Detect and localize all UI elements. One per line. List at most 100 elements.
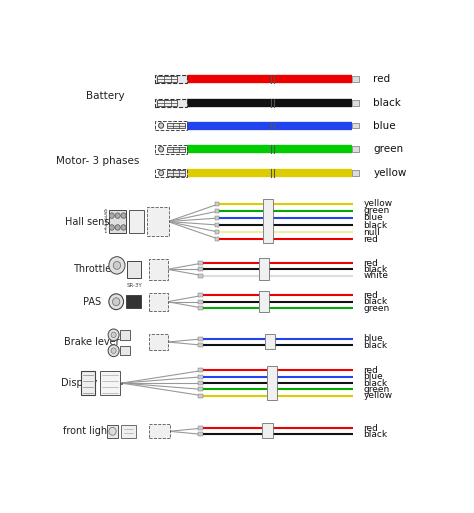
Text: green: green bbox=[364, 385, 390, 394]
FancyBboxPatch shape bbox=[155, 75, 187, 83]
Text: white: white bbox=[364, 271, 388, 280]
Bar bbox=[198, 381, 202, 385]
Bar bbox=[259, 258, 269, 280]
Circle shape bbox=[115, 213, 120, 219]
FancyBboxPatch shape bbox=[155, 99, 187, 107]
Text: red: red bbox=[364, 366, 378, 375]
Text: red: red bbox=[364, 291, 378, 300]
Bar bbox=[198, 375, 202, 379]
Bar bbox=[259, 291, 269, 312]
Bar bbox=[100, 371, 120, 395]
Text: black: black bbox=[364, 221, 388, 230]
Text: blue: blue bbox=[374, 121, 396, 130]
FancyBboxPatch shape bbox=[148, 259, 168, 280]
Text: 2: 2 bbox=[103, 225, 107, 230]
Text: front light: front light bbox=[63, 426, 111, 436]
Bar bbox=[198, 293, 202, 298]
Bar bbox=[352, 170, 359, 176]
Text: 5: 5 bbox=[103, 213, 107, 218]
Circle shape bbox=[108, 345, 119, 357]
Text: green: green bbox=[364, 304, 390, 312]
Bar bbox=[120, 346, 130, 356]
Circle shape bbox=[159, 147, 164, 152]
Circle shape bbox=[111, 348, 116, 353]
Bar bbox=[198, 267, 202, 271]
Circle shape bbox=[109, 427, 116, 435]
Text: 4: 4 bbox=[103, 217, 107, 222]
Bar bbox=[267, 366, 277, 400]
Text: Throttle: Throttle bbox=[73, 264, 111, 274]
Bar bbox=[198, 261, 202, 265]
Bar bbox=[82, 371, 95, 395]
Bar bbox=[215, 230, 219, 234]
Text: black: black bbox=[374, 98, 401, 108]
Bar bbox=[198, 394, 202, 398]
Bar bbox=[215, 216, 219, 220]
Bar bbox=[215, 238, 219, 241]
Bar bbox=[198, 368, 202, 372]
Bar bbox=[215, 209, 219, 213]
Bar bbox=[198, 300, 202, 304]
Text: black: black bbox=[364, 430, 388, 439]
Bar bbox=[198, 432, 202, 437]
FancyBboxPatch shape bbox=[121, 382, 122, 384]
Circle shape bbox=[115, 225, 120, 230]
Bar bbox=[121, 425, 136, 438]
Bar bbox=[198, 343, 202, 347]
Bar bbox=[265, 334, 275, 349]
Bar bbox=[198, 387, 202, 391]
Text: SR-3Y: SR-3Y bbox=[126, 283, 142, 288]
Circle shape bbox=[109, 225, 114, 230]
Bar bbox=[263, 199, 273, 243]
Bar bbox=[157, 100, 177, 106]
Text: red: red bbox=[364, 424, 378, 432]
Bar bbox=[198, 337, 202, 341]
Circle shape bbox=[109, 294, 124, 310]
FancyBboxPatch shape bbox=[148, 334, 168, 350]
Text: green: green bbox=[374, 144, 403, 154]
Text: Display: Display bbox=[61, 378, 98, 388]
Bar bbox=[167, 123, 184, 128]
Circle shape bbox=[109, 256, 125, 274]
Bar bbox=[352, 100, 359, 106]
Text: Motor- 3 phases: Motor- 3 phases bbox=[56, 156, 139, 166]
Text: yellow: yellow bbox=[364, 199, 392, 208]
Bar bbox=[215, 223, 219, 227]
Bar bbox=[352, 146, 359, 152]
Text: black: black bbox=[364, 379, 388, 388]
Text: blue: blue bbox=[364, 372, 383, 381]
Text: PAS: PAS bbox=[83, 297, 101, 307]
Text: Brake lever: Brake lever bbox=[64, 337, 120, 347]
Text: blue: blue bbox=[364, 213, 383, 223]
Bar bbox=[198, 306, 202, 310]
Bar bbox=[107, 425, 118, 439]
Circle shape bbox=[113, 262, 120, 269]
Text: black: black bbox=[364, 341, 388, 350]
Circle shape bbox=[121, 225, 126, 230]
Bar bbox=[198, 273, 202, 278]
FancyBboxPatch shape bbox=[148, 424, 170, 439]
Bar bbox=[157, 76, 177, 82]
Text: black: black bbox=[364, 297, 388, 306]
Text: yellow: yellow bbox=[364, 391, 392, 400]
Bar bbox=[352, 123, 359, 128]
Circle shape bbox=[159, 170, 164, 175]
Circle shape bbox=[108, 329, 119, 341]
Text: yellow: yellow bbox=[374, 168, 407, 178]
Text: Hall sensor: Hall sensor bbox=[65, 216, 119, 227]
Bar bbox=[109, 210, 127, 233]
Text: 3: 3 bbox=[103, 221, 107, 226]
Circle shape bbox=[109, 213, 114, 219]
Text: red: red bbox=[364, 235, 378, 244]
Bar bbox=[167, 170, 184, 175]
Text: red: red bbox=[364, 259, 378, 267]
Bar bbox=[167, 147, 184, 152]
Bar bbox=[215, 202, 219, 206]
Text: null: null bbox=[364, 228, 380, 236]
Bar bbox=[129, 210, 144, 233]
FancyBboxPatch shape bbox=[148, 292, 168, 311]
Text: 6: 6 bbox=[103, 209, 107, 214]
Text: 1: 1 bbox=[103, 229, 107, 234]
Circle shape bbox=[159, 123, 164, 128]
Circle shape bbox=[121, 213, 126, 219]
